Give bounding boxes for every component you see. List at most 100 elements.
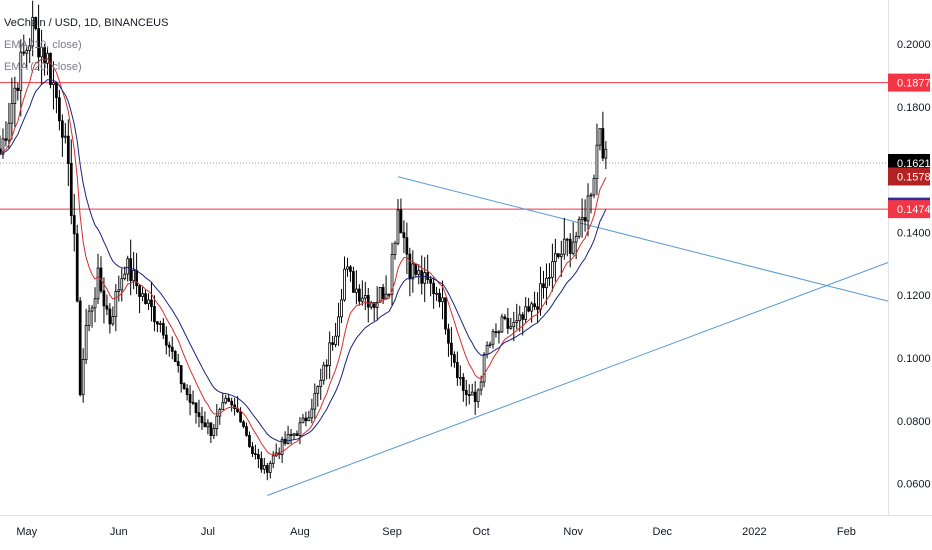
- candle-body: [156, 321, 159, 325]
- candle-body: [206, 422, 210, 428]
- candle-body: [108, 308, 112, 325]
- candle-body: [129, 258, 133, 281]
- y-tick-label: 0.1800: [897, 102, 931, 114]
- candle-body: [13, 87, 17, 104]
- candle-body: [191, 401, 195, 404]
- candle-body: [144, 293, 147, 305]
- candle-body: [349, 266, 352, 272]
- candles: [0, 0, 608, 481]
- candle-body: [524, 306, 528, 320]
- candle-body: [432, 282, 435, 295]
- candle-body: [355, 288, 358, 293]
- candle-body: [242, 421, 245, 427]
- candle-body: [556, 253, 560, 258]
- candle-body: [310, 408, 314, 419]
- candle-body: [215, 415, 219, 429]
- y-tick-label: 0.1000: [897, 353, 931, 365]
- candle-body: [185, 388, 189, 395]
- candle-body: [527, 306, 531, 312]
- candle-body: [239, 411, 242, 423]
- candle-body: [55, 82, 58, 99]
- price-label-text-4: 0.1474: [897, 204, 931, 216]
- ema10-line: [0, 57, 607, 455]
- candle-body: [307, 417, 311, 422]
- candle-body: [268, 462, 272, 473]
- candle-body: [197, 412, 201, 417]
- candle-body: [491, 331, 495, 345]
- candle-body: [521, 314, 525, 320]
- candle-body: [372, 302, 376, 308]
- candle-body: [173, 351, 177, 362]
- x-tick-label: Aug: [290, 526, 310, 538]
- candle-body: [438, 292, 441, 303]
- candle-body: [132, 270, 136, 281]
- candle-body: [334, 335, 337, 345]
- price-label-text-1: 0.1621: [897, 158, 931, 170]
- candle-body: [515, 320, 519, 323]
- candle-body: [262, 465, 266, 470]
- candle-body: [331, 342, 334, 345]
- symbol-title: VeChain / USD, 1D, BINANCEUS: [4, 17, 169, 29]
- candle-body: [604, 148, 608, 159]
- candle-body: [393, 242, 397, 255]
- candle-body: [34, 16, 38, 29]
- y-tick-label: 0.0600: [897, 479, 931, 491]
- ema10-legend: EMA (10, close): [4, 39, 82, 51]
- candle-body: [542, 283, 545, 289]
- candle-body: [352, 270, 355, 293]
- candle-body: [577, 219, 581, 237]
- candle-body: [589, 194, 593, 197]
- candle-body: [69, 163, 73, 216]
- candle-body: [102, 290, 106, 307]
- candle-body: [423, 272, 427, 284]
- candle-body: [78, 300, 82, 396]
- candle-body: [150, 299, 153, 307]
- candle-body: [580, 217, 584, 220]
- candle-body: [117, 289, 121, 292]
- candle-body: [141, 293, 144, 297]
- x-tick-label: May: [16, 526, 37, 538]
- candle-body: [203, 422, 207, 428]
- y-tick-label: 0.0800: [897, 416, 931, 428]
- price-label-badge-4: [888, 200, 930, 219]
- candle-body: [461, 377, 465, 391]
- candle-body: [453, 354, 456, 363]
- candle-body: [429, 279, 433, 284]
- candle-body: [426, 272, 430, 280]
- candle-body: [497, 331, 501, 334]
- candle-body: [340, 299, 343, 318]
- candle-body: [408, 253, 412, 280]
- candle-body: [58, 97, 61, 122]
- candle-body: [396, 209, 400, 244]
- candle-body: [548, 276, 551, 279]
- candle-body: [4, 138, 8, 141]
- candle-body: [464, 390, 468, 395]
- candle-body: [61, 120, 64, 138]
- candle-body: [411, 263, 415, 280]
- candle-body: [66, 135, 70, 164]
- x-tick-label: 2022: [742, 526, 766, 538]
- price-label-badge-0: [888, 73, 930, 92]
- y-tick-label: 0.1400: [897, 227, 931, 239]
- candle-body: [601, 128, 605, 159]
- candle-body: [381, 286, 385, 299]
- x-tick-label: Oct: [473, 526, 490, 538]
- y-tick-label: 0.2000: [897, 39, 931, 51]
- candle-body: [212, 428, 216, 436]
- candle-body: [126, 258, 130, 275]
- candle-body: [565, 238, 569, 241]
- candle-body: [245, 426, 248, 436]
- candle-body: [72, 215, 76, 235]
- candle-body: [114, 291, 118, 317]
- candle-body: [574, 235, 578, 243]
- candle-body: [292, 433, 296, 436]
- candle-body: [328, 342, 332, 366]
- candle-body: [509, 326, 513, 329]
- candle-body: [75, 233, 79, 302]
- candle-body: [257, 454, 260, 460]
- price-label-text-2: 0.1578: [897, 171, 931, 183]
- candle-body: [221, 402, 225, 411]
- candle-body: [25, 50, 29, 54]
- candle-body: [595, 144, 599, 180]
